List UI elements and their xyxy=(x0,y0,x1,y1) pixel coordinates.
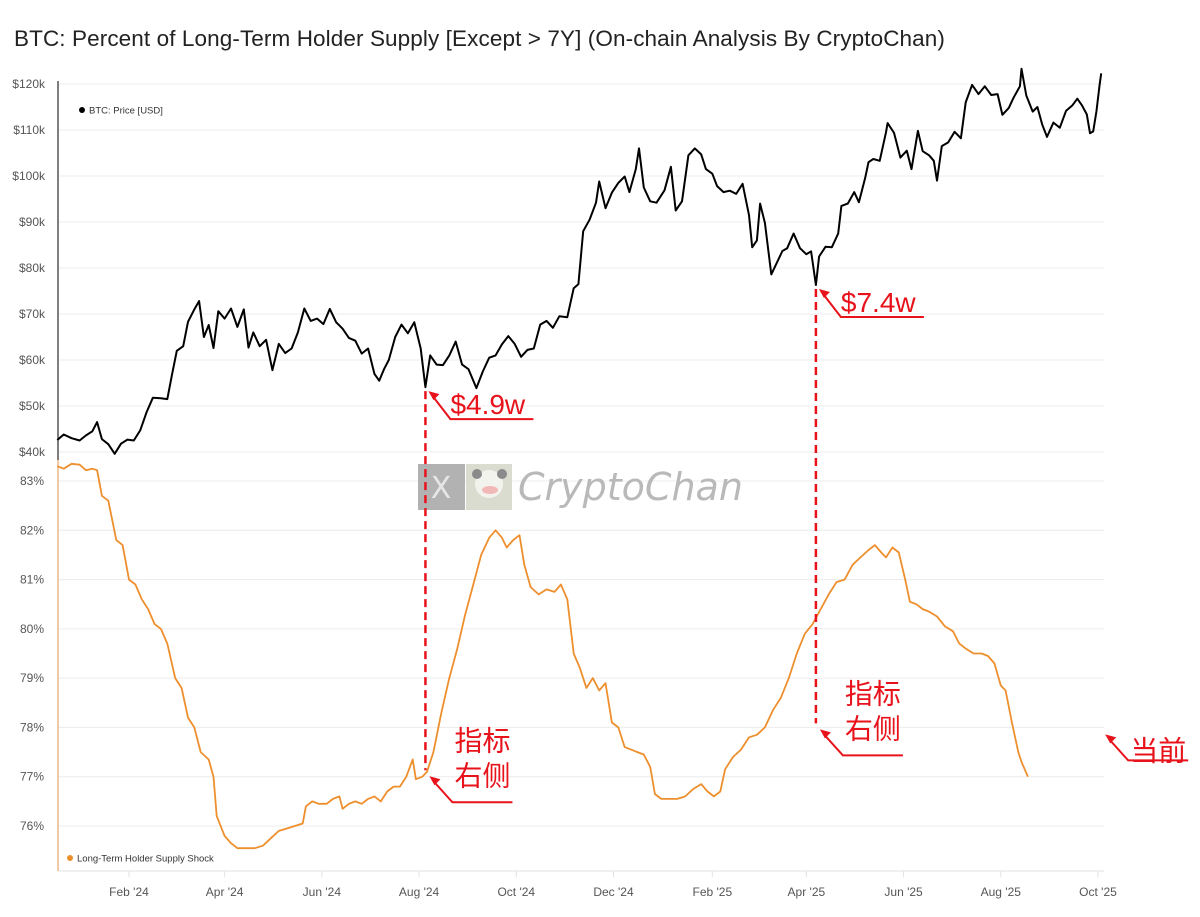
price-tick-label: $80k xyxy=(19,261,46,275)
watermark: X CryptoChan xyxy=(418,464,743,510)
x-tick-label: Aug '24 xyxy=(399,885,440,899)
price-tick-label: $100k xyxy=(12,169,46,183)
panda-blush xyxy=(482,486,498,494)
price-tick-label: $40k xyxy=(19,445,46,459)
supply-tick-label: 83% xyxy=(20,474,44,488)
supply-annotation-leader xyxy=(1109,739,1189,762)
supply-annotation-label: 指标 xyxy=(454,725,510,756)
x-tick-label: Jun '24 xyxy=(303,885,342,899)
supply-tick-label: 79% xyxy=(20,671,44,685)
price-line xyxy=(56,67,1103,455)
gridlines xyxy=(58,83,1104,827)
price-tick-label: $110k xyxy=(13,123,46,137)
price-annotation-label: $7.4w xyxy=(841,287,916,318)
chart-title: BTC: Percent of Long-Term Holder Supply … xyxy=(14,26,945,51)
x-tick-label: Feb '25 xyxy=(692,885,732,899)
x-tick-label: Oct '24 xyxy=(497,885,535,899)
price-legend-label: BTC: Price [USD] xyxy=(89,106,163,117)
panda-ear-left xyxy=(472,469,482,479)
x-tick-label: Apr '24 xyxy=(206,885,244,899)
price-annotation-leader xyxy=(823,294,924,319)
x-tick-label: Oct '25 xyxy=(1079,885,1117,899)
x-tick-label: Aug '25 xyxy=(981,885,1022,899)
price-annotation-label: $4.9w xyxy=(450,389,525,420)
supply-line xyxy=(56,462,1029,850)
price-annotation-leader xyxy=(432,396,534,421)
axes: $120k $110k $100k $90k $80k $70k $60k $50k $40k 8… xyxy=(12,77,1117,899)
price-tick-label: $120k xyxy=(12,77,46,91)
supply-annotation-leader xyxy=(824,734,903,757)
x-tick-label: Apr '25 xyxy=(788,885,826,899)
supply-tick-label: 80% xyxy=(20,622,44,636)
supply-annotation-arrow-head xyxy=(819,729,831,739)
supply-tick-label: 78% xyxy=(20,720,44,734)
supply-annotation-arrow-head xyxy=(1105,734,1117,744)
supply-tick-label: 76% xyxy=(20,819,44,833)
price-tick-label: $50k xyxy=(19,399,46,413)
supply-legend-marker xyxy=(67,855,73,861)
x-tick-label: Feb '24 xyxy=(109,885,149,899)
supply-legend-label: Long-Term Holder Supply Shock xyxy=(77,854,214,865)
price-annotation-arrow-head xyxy=(818,289,830,299)
x-tick-label: Dec '24 xyxy=(593,885,634,899)
price-tick-label: $60k xyxy=(19,353,46,367)
panda-ear-right xyxy=(497,469,507,479)
supply-annotation-arrow-head xyxy=(429,776,441,786)
price-annotation-arrow-head xyxy=(428,391,440,401)
supply-annotation-label: 右侧 xyxy=(454,760,510,791)
supply-annotation-label: 指标 xyxy=(845,678,901,709)
x-logo-icon: X xyxy=(431,471,452,506)
watermark-text: CryptoChan xyxy=(518,465,743,509)
supply-tick-label: 82% xyxy=(20,523,44,537)
price-tick-label: $90k xyxy=(19,215,46,229)
x-tick-label: Jun '25 xyxy=(884,885,923,899)
supply-annotation-leader xyxy=(433,781,513,804)
supply-tick-label: 77% xyxy=(20,770,44,784)
supply-tick-label: 81% xyxy=(20,573,44,587)
supply-annotation-label: 右侧 xyxy=(845,713,901,744)
series xyxy=(56,67,1103,850)
price-tick-label: $70k xyxy=(19,307,46,321)
legends: BTC: Price [USD] Long-Term Holder Supply … xyxy=(67,106,214,865)
supply-annotation-label: 当前 xyxy=(1130,735,1186,766)
price-legend-marker xyxy=(79,107,85,113)
